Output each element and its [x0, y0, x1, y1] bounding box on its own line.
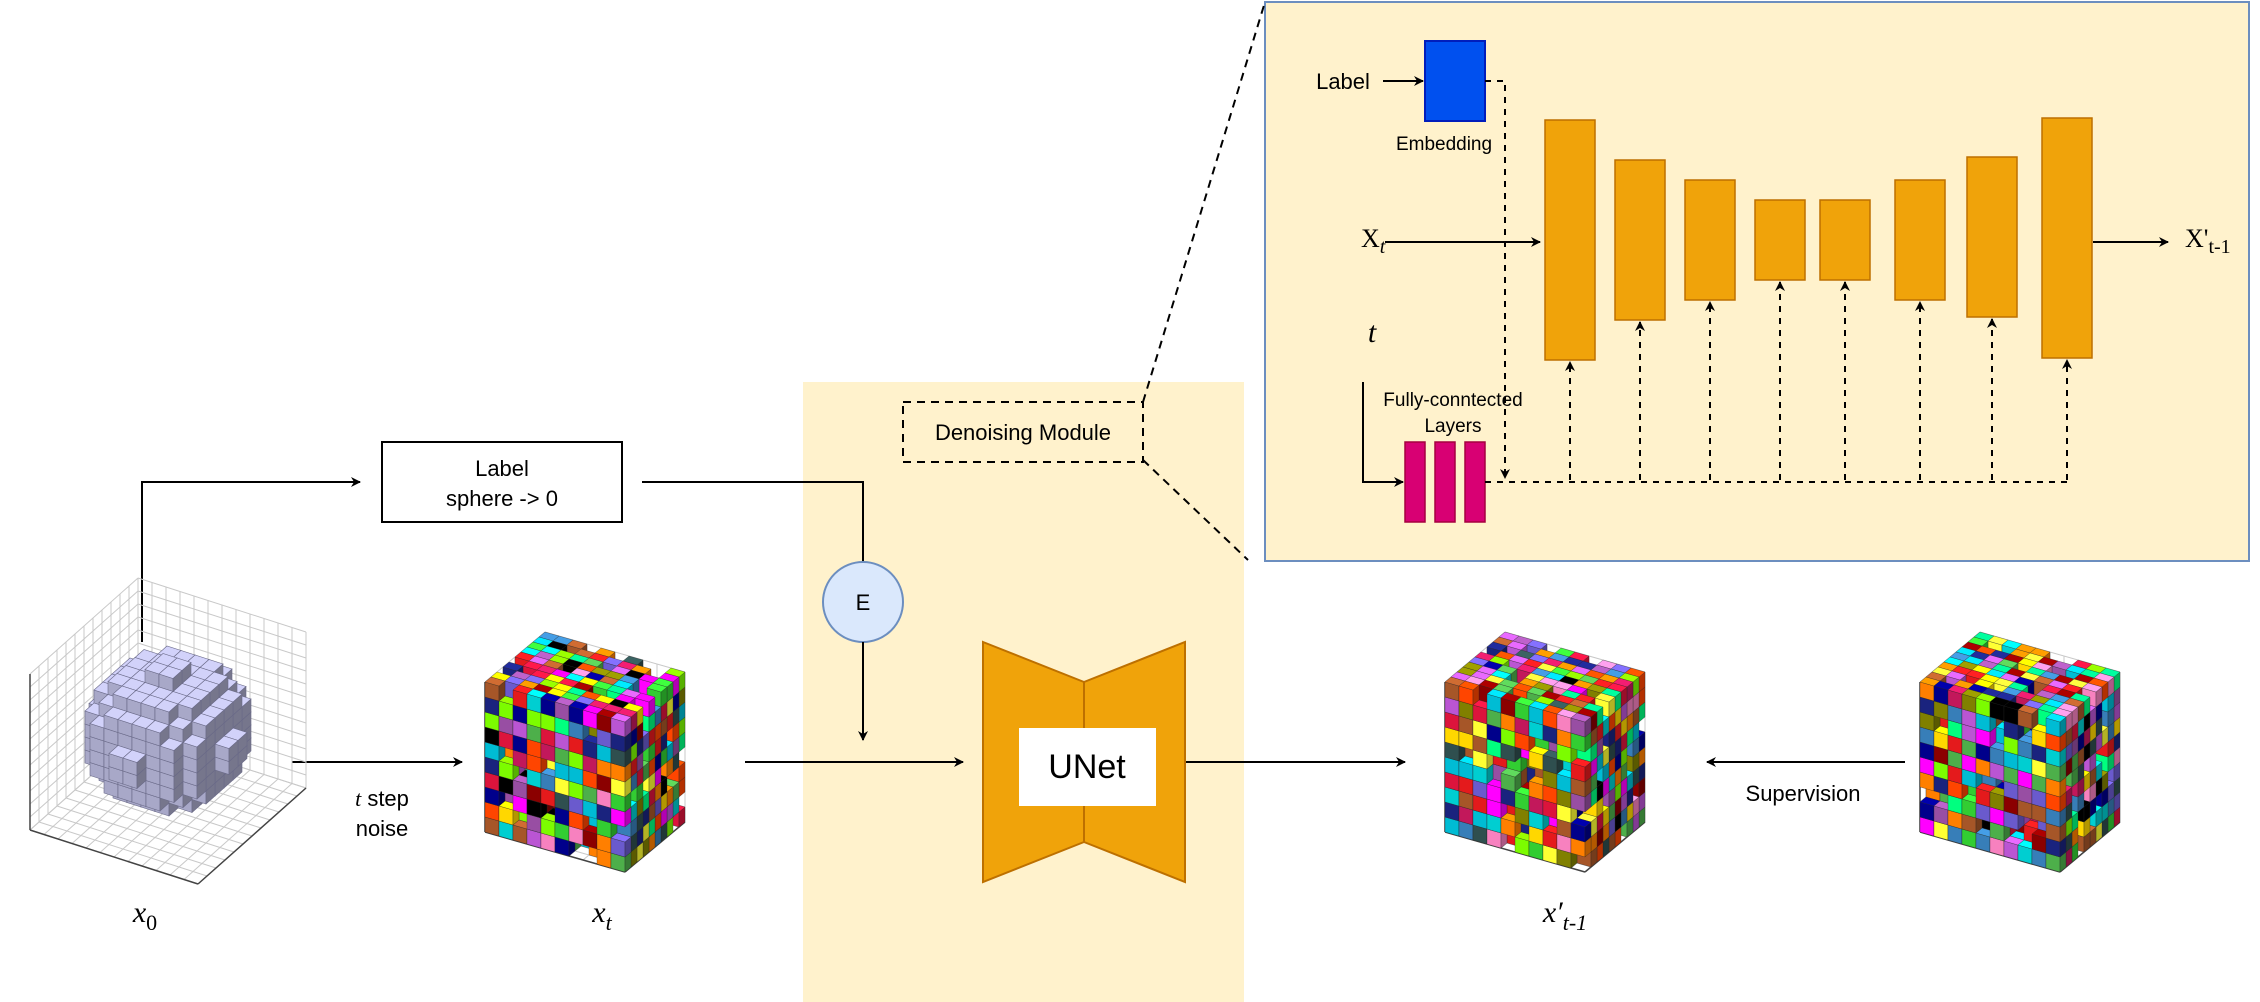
noise-label-step: step: [361, 786, 409, 811]
label-box: [381, 441, 623, 523]
xprev-label: x′t-1: [1542, 896, 1587, 935]
zoom-line-top: [1142, 1, 1266, 403]
noise-label-t: t: [355, 786, 362, 811]
xprev-label-base: x′: [1542, 896, 1563, 929]
grid-line: [197, 787, 307, 885]
encoder-label: E: [856, 590, 871, 615]
x0-label: x0: [132, 896, 157, 935]
noise-label-line2: noise: [356, 816, 409, 841]
xt-label-base: x: [591, 896, 606, 929]
label-box-value: sphere -> 0: [446, 486, 558, 511]
grid-line: [137, 577, 307, 633]
xt-label-sub: t: [606, 910, 613, 935]
label-to-encoder-line: [642, 481, 864, 562]
grid-line: [183, 783, 293, 880]
grid-line: [137, 603, 307, 659]
denoising-module-label: Denoising Module: [935, 420, 1111, 445]
xprev-voxel-plot: [1444, 631, 1646, 873]
x0-label-base: x: [132, 896, 147, 929]
unet-label: UNet: [1048, 748, 1126, 786]
xt-label: xt: [591, 896, 612, 935]
x0-label-sub: 0: [146, 910, 157, 935]
denoising-module-label-box: [902, 401, 1144, 463]
grid-line: [29, 590, 139, 688]
supervision-label: Supervision: [1746, 781, 1861, 806]
grid-line: [29, 577, 139, 675]
grid-line: [137, 590, 307, 646]
noise-label-line1: t step: [355, 786, 409, 811]
xt-noise-voxel-plot: [484, 631, 686, 873]
xprev-label-sub: t-1: [1563, 910, 1587, 935]
grid-line: [29, 603, 139, 701]
zoom-line-bottom: [1142, 459, 1249, 561]
x0-voxel-plot: [29, 577, 307, 885]
unet-label-box: [1019, 728, 1156, 806]
x0-to-label-arrow: [141, 477, 361, 642]
label-box-title: Label: [475, 456, 529, 481]
grid-line: [29, 829, 199, 885]
